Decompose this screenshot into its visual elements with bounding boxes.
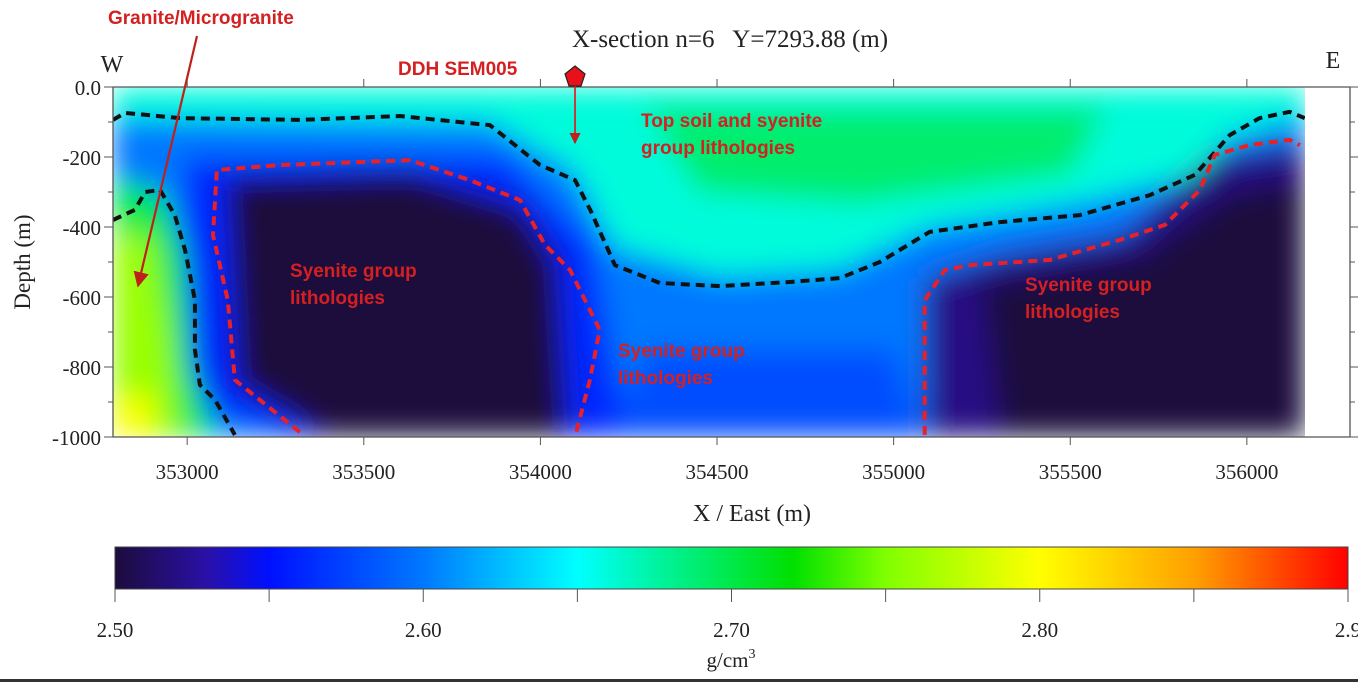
- boundary-granite-contact: [113, 187, 237, 436]
- boundary-upper-contact: [113, 109, 1305, 289]
- density-region: [226, 171, 569, 437]
- drillhole-label: DDH SEM005: [398, 59, 518, 80]
- top-soil-label-line1: Top soil and syenite: [641, 111, 822, 132]
- drillhole-collar-icon: [564, 65, 586, 87]
- colorbar-tick-label: 2.60: [405, 618, 442, 642]
- granite-label: Granite/Microgranite: [108, 8, 294, 29]
- colorbar-tick-label: 2.50: [97, 618, 134, 642]
- x-tick-label: 353000: [156, 460, 219, 484]
- x-tick-label: 354500: [686, 460, 749, 484]
- colorbar-unit: g/cm3: [707, 647, 756, 672]
- granite-arrow: [133, 35, 199, 288]
- colorbar-tick-label: 2.9: [1335, 618, 1358, 642]
- y-axis-ticks: 0.0 -200 -400 -600 -800 -1000: [52, 76, 1358, 450]
- density-region: [113, 234, 181, 437]
- syenite-left-label-line2: lithologies: [290, 288, 385, 309]
- syenite-right-label-line2: lithologies: [1025, 302, 1120, 323]
- y-tick-label: -1000: [52, 426, 101, 450]
- boundary-syenite-right: [922, 137, 1301, 435]
- syenite-mid-label-line2: lithologies: [618, 368, 713, 389]
- density-region: [116, 395, 152, 437]
- x-axis-label: X / East (m): [693, 501, 811, 527]
- x-tick-label: 354000: [509, 460, 572, 484]
- bottom-rule: [0, 679, 1358, 682]
- x-tick-label: 355500: [1039, 460, 1102, 484]
- chart-title: X-section n=6 Y=7293.88 (m): [572, 26, 888, 53]
- west-label: W: [101, 52, 124, 78]
- y-tick-label: -600: [63, 286, 102, 310]
- colorbar-gradient: [114, 546, 1349, 590]
- colorbar-tick-label: 2.80: [1021, 618, 1058, 642]
- density-region: [646, 108, 1106, 203]
- y-tick-label: -200: [63, 146, 102, 170]
- density-region: [981, 178, 1305, 437]
- colorbar: 2.50 2.60 2.70 2.80 2.9 g/cm3: [97, 546, 1358, 672]
- y-tick-label: -400: [63, 216, 102, 240]
- lithology-boundaries: [113, 109, 1305, 437]
- east-label: E: [1326, 48, 1341, 74]
- density-heatmap: [113, 87, 1350, 437]
- y-tick-label: -800: [63, 356, 102, 380]
- x-tick-label: 355000: [862, 460, 925, 484]
- syenite-right-label-line1: Syenite group: [1025, 275, 1152, 296]
- syenite-mid-label-line1: Syenite group: [618, 341, 745, 362]
- density-region: [611, 349, 922, 437]
- x-tick-label: 356000: [1215, 460, 1278, 484]
- no-data-area: [1305, 87, 1350, 437]
- colorbar-tick-label: 2.70: [713, 618, 750, 642]
- y-axis-label: Depth (m): [10, 214, 35, 309]
- syenite-left-label-line1: Syenite group: [290, 261, 417, 282]
- y-tick-label: 0.0: [75, 76, 101, 100]
- top-soil-label-line2: group lithologies: [641, 138, 795, 159]
- drillhole-marker: DDH SEM005: [398, 59, 586, 145]
- x-axis-ticks: 353000 353500 354000 354500 355000 355500 3560…: [156, 79, 1278, 484]
- annotations: Granite/Microgranite Top soil and syenit…: [108, 8, 1152, 389]
- x-tick-label: 353500: [332, 460, 395, 484]
